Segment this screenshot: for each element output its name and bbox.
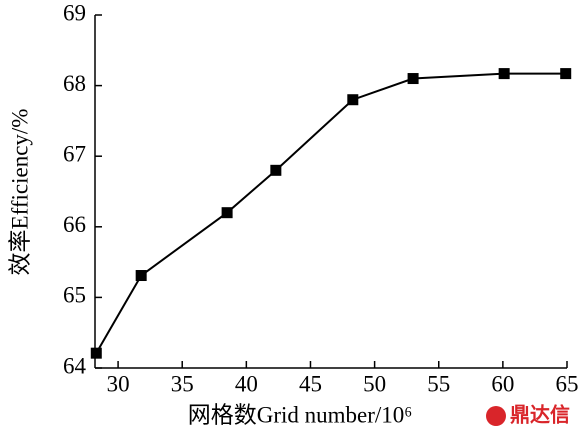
watermark-icon: [486, 406, 506, 426]
x-tick-label: 35: [171, 371, 194, 396]
y-tick-label: 65: [63, 283, 86, 308]
point: [90, 347, 102, 359]
x-tick-label: 60: [491, 371, 514, 396]
watermark-text: 鼎达信: [510, 403, 570, 427]
point: [270, 164, 282, 176]
x-tick-label: 50: [363, 371, 386, 396]
watermark: 鼎达信: [486, 403, 570, 427]
point: [560, 68, 572, 80]
y-tick-label: 68: [63, 71, 86, 96]
y-tick-label: 67: [63, 141, 86, 166]
x-tick-label: 30: [107, 371, 130, 396]
point: [347, 94, 359, 106]
line: [95, 72, 566, 354]
point: [407, 73, 419, 85]
x-tick-label: 45: [299, 371, 322, 396]
point: [135, 270, 147, 282]
x-tick-label: 40: [235, 371, 258, 396]
x-tick-label: 65: [556, 371, 579, 396]
y-tick-label: 66: [63, 212, 86, 237]
x-axis-label: 网格数Grid number/10⁶: [188, 402, 413, 427]
y-tick-label: 69: [63, 0, 86, 25]
y-tick-label: 64: [63, 353, 87, 378]
x-tick-label: 55: [427, 371, 450, 396]
point: [498, 68, 510, 80]
point: [221, 207, 233, 219]
y-axis-label: 效率Efficiency/%: [7, 109, 32, 276]
